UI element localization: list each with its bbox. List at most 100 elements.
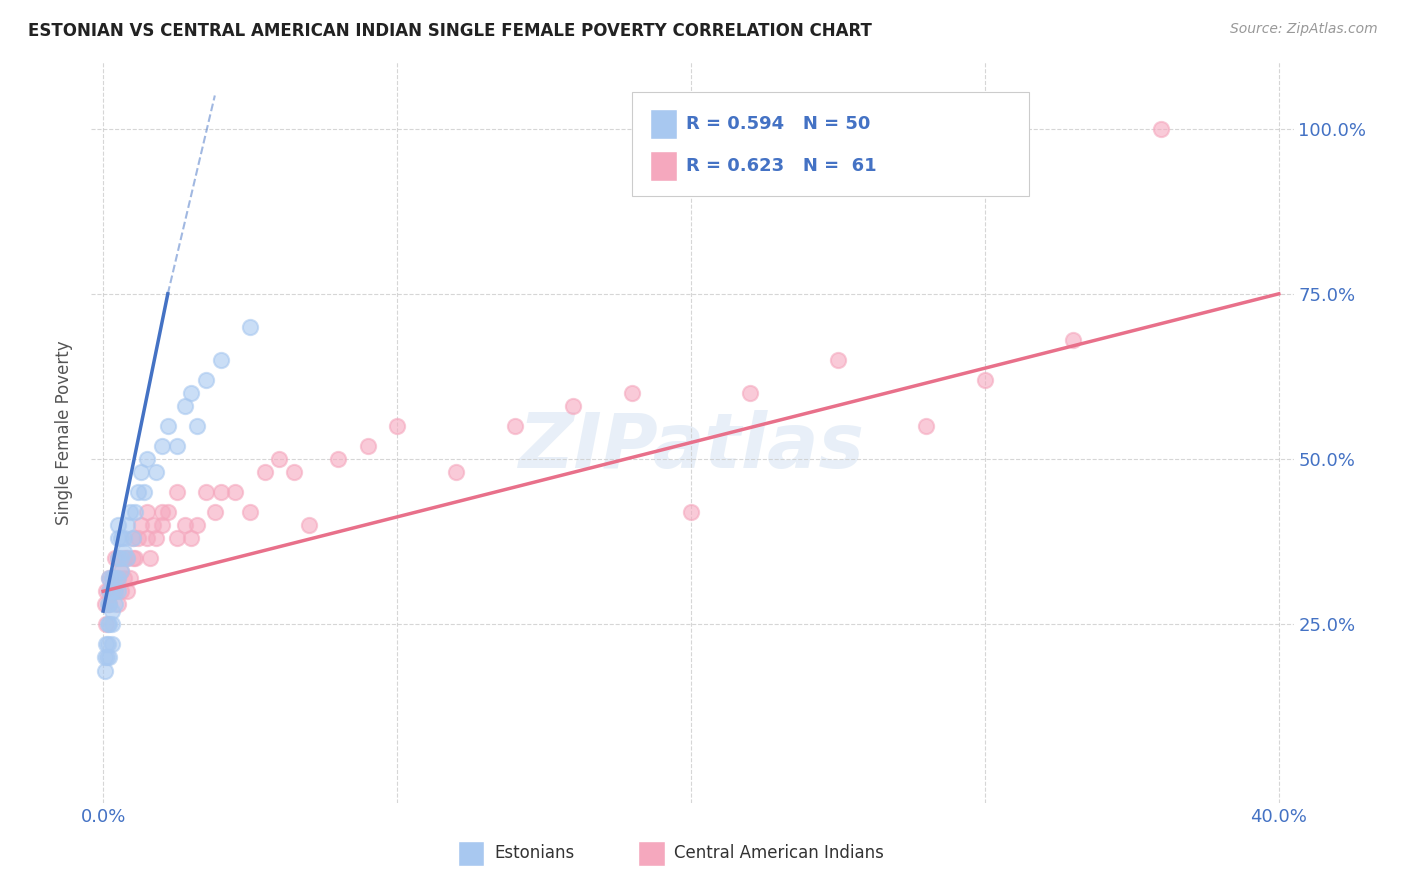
Point — [94, 664, 117, 678]
Point — [98, 584, 121, 599]
Point — [195, 485, 218, 500]
Point — [180, 532, 202, 546]
Point — [142, 518, 165, 533]
Point — [115, 551, 138, 566]
Point — [104, 551, 127, 566]
Point — [127, 532, 149, 546]
Point — [104, 571, 127, 585]
Point — [239, 319, 262, 334]
Point — [101, 571, 124, 585]
Point — [283, 465, 305, 479]
Point — [112, 551, 135, 566]
Point — [186, 518, 208, 533]
Point — [110, 551, 132, 566]
Point — [166, 532, 188, 546]
Point — [110, 565, 132, 579]
Point — [204, 505, 226, 519]
Point — [104, 598, 127, 612]
Point — [827, 352, 849, 367]
Point — [239, 505, 262, 519]
Point — [131, 518, 153, 533]
Point — [136, 452, 159, 467]
Point — [357, 439, 380, 453]
Point — [385, 419, 408, 434]
Point — [269, 452, 291, 467]
Point — [107, 518, 129, 533]
Point — [174, 518, 197, 533]
Point — [104, 584, 127, 599]
Point — [150, 505, 173, 519]
Point — [107, 551, 129, 566]
Point — [98, 598, 121, 612]
Point — [738, 386, 761, 401]
Point — [115, 518, 138, 533]
Point — [98, 598, 121, 612]
Point — [98, 650, 121, 665]
Point — [156, 419, 179, 434]
Bar — [651, 152, 676, 181]
Point — [136, 505, 159, 519]
Point — [107, 571, 129, 585]
Point — [124, 505, 146, 519]
Point — [195, 373, 218, 387]
Point — [562, 399, 585, 413]
Point — [107, 551, 129, 566]
Bar — [651, 109, 676, 138]
Point — [101, 584, 124, 599]
Point — [93, 598, 115, 612]
Point — [121, 532, 143, 546]
Point — [145, 532, 167, 546]
Point — [98, 571, 121, 585]
Point — [166, 485, 188, 500]
Point — [107, 532, 129, 546]
Point — [110, 565, 132, 579]
Point — [224, 485, 246, 500]
Point — [145, 465, 167, 479]
Point — [96, 637, 118, 651]
Y-axis label: Single Female Poverty: Single Female Poverty — [55, 341, 73, 524]
Point — [118, 571, 141, 585]
Text: Source: ZipAtlas.com: Source: ZipAtlas.com — [1230, 22, 1378, 37]
Point — [136, 532, 159, 546]
Point — [915, 419, 938, 434]
Point — [110, 532, 132, 546]
Point — [94, 637, 117, 651]
Point — [115, 551, 138, 566]
Point — [186, 419, 208, 434]
Point — [134, 485, 156, 500]
Point — [124, 551, 146, 566]
Point — [110, 584, 132, 599]
Point — [974, 373, 997, 387]
Point — [107, 571, 129, 585]
Point — [115, 584, 138, 599]
Text: ESTONIAN VS CENTRAL AMERICAN INDIAN SINGLE FEMALE POVERTY CORRELATION CHART: ESTONIAN VS CENTRAL AMERICAN INDIAN SING… — [28, 22, 872, 40]
Point — [101, 584, 124, 599]
Point — [118, 505, 141, 519]
Text: R = 0.594   N = 50: R = 0.594 N = 50 — [686, 115, 870, 133]
Point — [94, 584, 117, 599]
FancyBboxPatch shape — [633, 92, 1029, 195]
Text: Estonians: Estonians — [494, 844, 575, 863]
Point — [180, 386, 202, 401]
Point — [209, 485, 232, 500]
Point — [101, 637, 124, 651]
Point — [503, 419, 526, 434]
Point — [1150, 121, 1173, 136]
Point — [96, 617, 118, 632]
Point — [1062, 333, 1084, 347]
Point — [298, 518, 321, 533]
Point — [621, 386, 644, 401]
Point — [97, 598, 120, 612]
Point — [101, 604, 124, 618]
Point — [98, 571, 121, 585]
Point — [174, 399, 197, 413]
Point — [253, 465, 276, 479]
Point — [444, 465, 467, 479]
Point — [96, 650, 118, 665]
Point — [121, 532, 143, 546]
Point — [107, 598, 129, 612]
Point — [101, 571, 124, 585]
Point — [131, 465, 153, 479]
Point — [94, 617, 117, 632]
Point — [112, 571, 135, 585]
